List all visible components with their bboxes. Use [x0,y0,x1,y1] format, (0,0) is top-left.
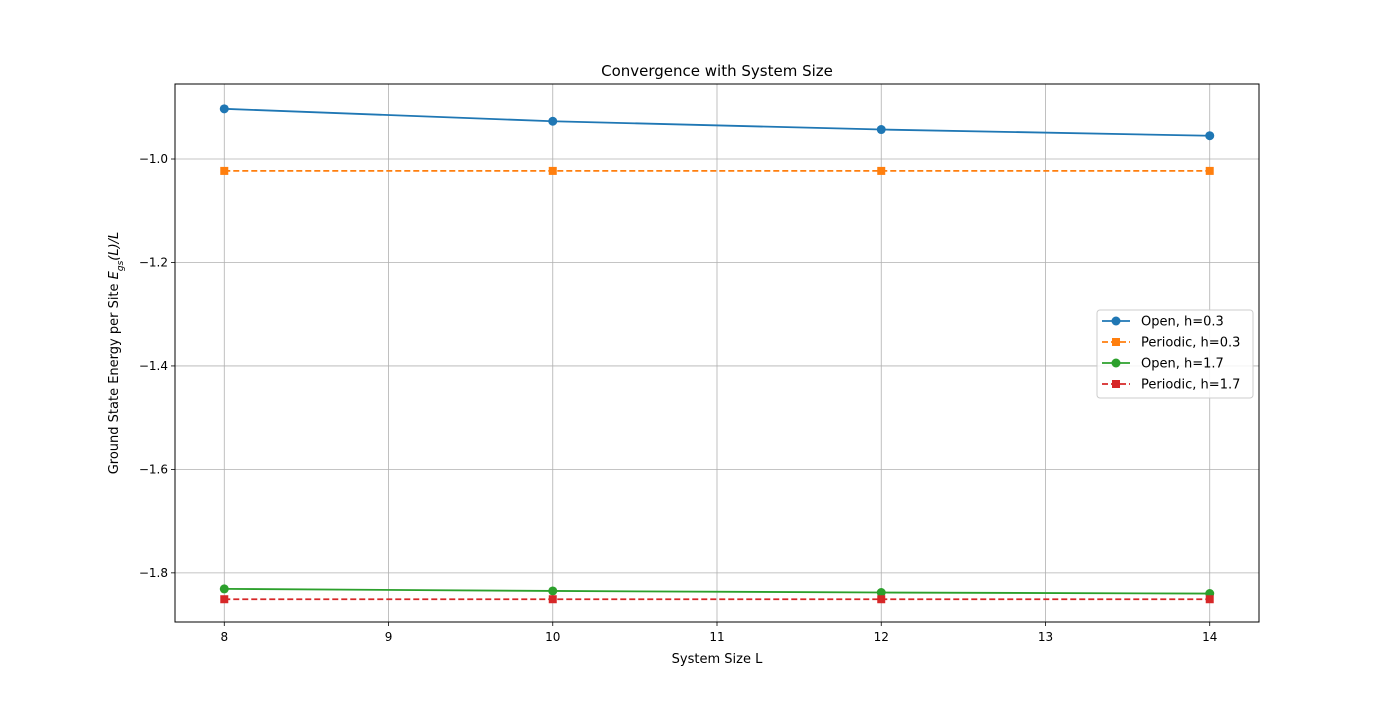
legend-label: Open, h=0.3 [1141,315,1224,330]
x-tick-label: 9 [385,630,393,644]
data-point [876,125,886,135]
data-point [876,588,886,598]
x-tick-label: 11 [709,630,724,644]
data-point [548,595,557,604]
series-line [224,107,1210,137]
legend-label: Open, h=1.7 [1141,357,1224,372]
y-axis-label-prefix: Ground State Energy per Site [107,279,122,474]
x-tick-label: 14 [1202,630,1217,644]
series-line [224,587,1210,595]
legend-label: Periodic, h=0.3 [1141,336,1240,351]
series-4 [220,595,1214,604]
axis-ticks: 8 9 10 11 12 13 14 −1.0 −1.2 −1.4 −1.6 −1.8 [139,152,1218,644]
legend-marker [1111,358,1121,368]
y-axis-label-suffix: (L)/L [107,232,122,261]
chart-title: Convergence with System Size [601,62,833,80]
data-point [548,586,558,596]
series-2 [220,166,1214,175]
data-point [877,166,886,175]
data-point [1205,166,1214,175]
y-tick-label: −1.2 [139,255,168,269]
x-tick-label: 13 [1038,630,1053,644]
data-point [220,595,229,604]
series-1 [219,104,1215,141]
legend-marker [1112,380,1120,388]
y-tick-label: −1.0 [139,152,168,166]
y-tick-label: −1.6 [139,462,168,476]
data-point [548,166,557,175]
legend-marker [1111,316,1121,326]
y-axis-label: Ground State Energy per Site Egs(L)/L [107,232,126,475]
legend-marker [1112,338,1120,346]
legend: Open, h=0.3 Periodic, h=0.3 Open, h=1.7 Per… [1096,309,1254,399]
y-tick-label: −1.8 [139,566,168,580]
x-tick-label: 10 [545,630,560,644]
series-layer [219,104,1215,604]
data-point [1205,131,1215,141]
data-point [877,595,886,604]
data-point [548,116,558,126]
x-axis-label: System Size L [672,652,763,667]
y-tick-label: −1.4 [139,359,168,373]
data-point [219,584,229,594]
legend-box [1096,309,1254,399]
data-point [220,166,229,175]
data-point [219,104,229,114]
grid [175,84,1259,622]
x-tick-label: 12 [874,630,889,644]
data-point [1205,595,1214,604]
y-axis-label-subscript: gs [116,260,126,271]
legend-label: Periodic, h=1.7 [1141,378,1240,393]
x-tick-label: 8 [220,630,228,644]
y-axis-label-symbol: E [107,270,122,279]
